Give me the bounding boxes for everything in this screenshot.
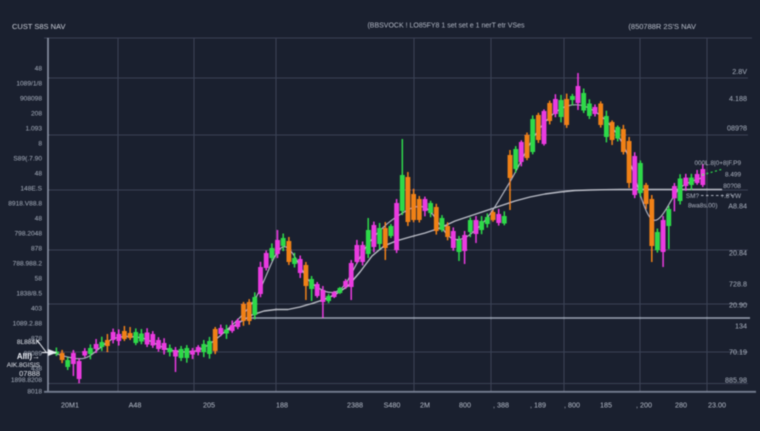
svg-text:48: 48: [35, 65, 43, 72]
svg-text:, 189: , 189: [530, 401, 546, 410]
svg-text:908098: 908098: [20, 95, 42, 102]
svg-text:208: 208: [31, 110, 42, 117]
svg-text:8018: 8018: [27, 388, 42, 395]
svg-text:SM?: SM?: [686, 193, 700, 200]
svg-text:800: 800: [459, 401, 471, 410]
svg-text:, 800: , 800: [564, 401, 580, 410]
svg-text:403: 403: [31, 305, 42, 312]
svg-text:-878: -878: [29, 335, 43, 342]
svg-text:8wa8s.00): 8wa8s.00): [688, 203, 718, 210]
svg-text:S89(.7.90: S89(.7.90: [13, 155, 42, 162]
svg-text:2388: 2388: [347, 401, 363, 410]
svg-text:089?8: 089?8: [727, 124, 747, 133]
svg-text:80?08: 80?08: [723, 183, 741, 190]
svg-text:185: 185: [600, 401, 612, 410]
svg-text:1898.8208: 1898.8208: [11, 377, 43, 384]
svg-text:(BBSVOCK ! LO85FY8 1 set set e: (BBSVOCK ! LO85FY8 1 set set e 1 nerT et…: [367, 23, 525, 30]
svg-text:000L.8|0+8|F.P9: 000L.8|0+8|F.P9: [695, 160, 742, 167]
svg-text:2M: 2M: [420, 401, 430, 410]
svg-text:728.8: 728.8: [729, 280, 747, 289]
svg-text:20.84: 20.84: [729, 249, 747, 258]
svg-text:48: 48: [35, 215, 43, 222]
svg-text:A48: A48: [129, 401, 142, 410]
svg-text:20.90: 20.90: [729, 301, 747, 310]
svg-text:4.188: 4.188: [729, 94, 747, 103]
svg-text:2.8V: 2.8V: [732, 67, 747, 76]
svg-text:, 200: , 200: [636, 401, 652, 410]
svg-text:280: 280: [675, 401, 687, 410]
svg-text:885.98: 885.98: [725, 376, 747, 385]
svg-text:8918.V88.8: 8918.V88.8: [8, 200, 42, 207]
svg-text:798.2048: 798.2048: [14, 230, 42, 237]
svg-text:48: 48: [35, 170, 43, 177]
svg-text:23.00: 23.00: [708, 401, 726, 410]
svg-text:S480: S480: [384, 401, 401, 410]
svg-text:AIK.8GISIS: AIK.8GISIS: [7, 362, 41, 369]
svg-text:8L88&K: 8L88&K: [17, 339, 41, 346]
svg-text:788.988.2: 788.988.2: [13, 260, 43, 267]
svg-text:1838/8.5: 1838/8.5: [16, 290, 42, 297]
svg-text:A8.84: A8.84: [728, 202, 747, 211]
svg-text:1089/1/8: 1089/1/8: [16, 80, 42, 87]
svg-text:438: 438: [31, 365, 42, 372]
svg-text:134: 134: [735, 322, 747, 331]
svg-text:1.093: 1.093: [25, 125, 42, 132]
svg-text:8.499: 8.499: [725, 172, 741, 179]
svg-text:88089: 88089: [24, 350, 43, 357]
svg-text:+.8'VW: +.8'VW: [720, 193, 742, 200]
svg-text:58: 58: [35, 275, 43, 282]
svg-text:70.19: 70.19: [729, 348, 747, 357]
svg-text:8: 8: [38, 140, 42, 147]
svg-text:, 388: , 388: [493, 401, 509, 410]
svg-text:CUST S8S NAV: CUST S8S NAV: [12, 22, 66, 31]
svg-text:(850788R 2S'S NAV: (850788R 2S'S NAV: [628, 22, 696, 31]
svg-text:AIII)→: AIII)→: [17, 352, 40, 361]
svg-text:1089.2.88: 1089.2.88: [13, 320, 43, 327]
svg-text:878: 878: [31, 245, 42, 252]
svg-text:205: 205: [203, 401, 215, 410]
svg-text:07888: 07888: [19, 369, 40, 378]
svg-text:188: 188: [276, 401, 288, 410]
svg-text:20M1: 20M1: [61, 401, 79, 410]
svg-text:148E.S: 148E.S: [20, 185, 42, 192]
